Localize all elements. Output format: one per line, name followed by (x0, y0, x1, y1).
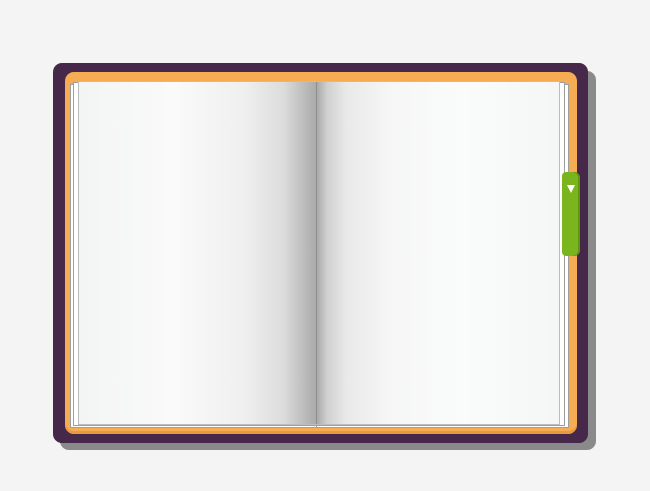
book-spine (316, 82, 317, 424)
triangle-down-icon (567, 185, 575, 193)
right-page (316, 81, 560, 425)
bookmark-tab[interactable] (562, 172, 580, 256)
left-page (78, 81, 318, 425)
